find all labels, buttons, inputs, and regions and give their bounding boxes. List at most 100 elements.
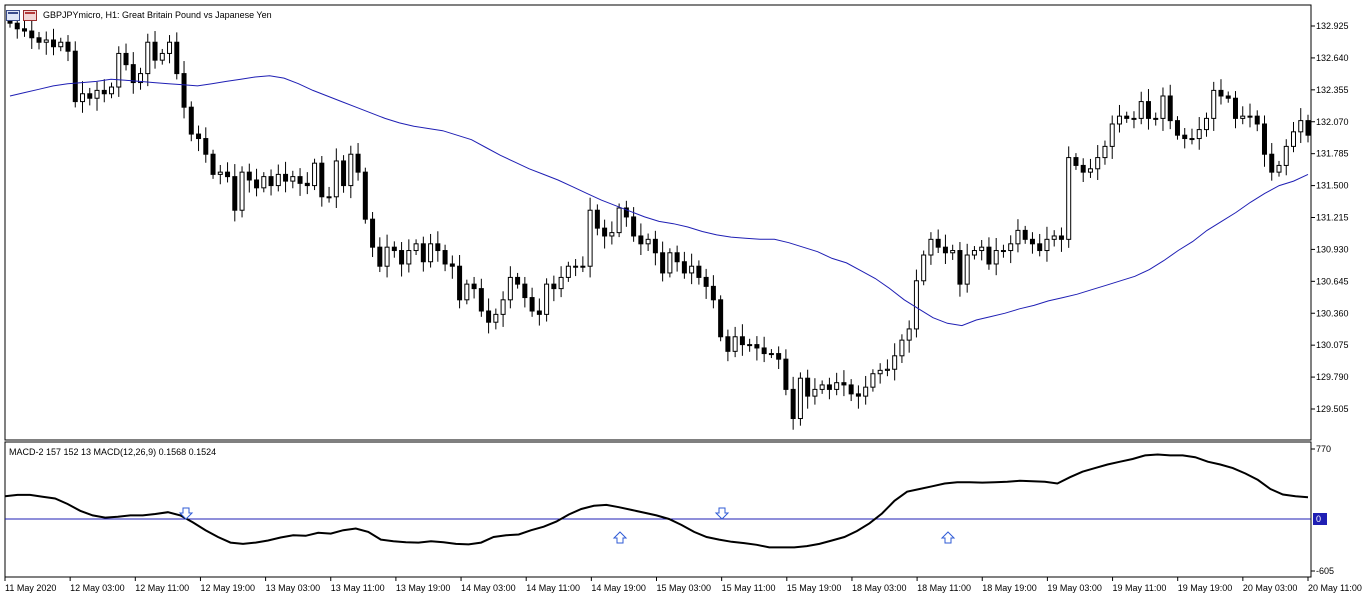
bull-candle <box>159 52 165 61</box>
bull-candle <box>116 52 122 88</box>
chart-title-bar: GBPJPYmicro, H1: Great Britain Pound vs … <box>6 9 272 21</box>
price-axis-label: 130.645 <box>1316 276 1349 286</box>
bear-candle <box>210 153 216 175</box>
bull-candle <box>1138 101 1144 119</box>
bear-candle <box>638 235 644 245</box>
bull-candle <box>1116 115 1122 125</box>
bear-candle <box>631 216 637 237</box>
bear-candle <box>1073 157 1079 166</box>
bull-candle <box>290 176 296 182</box>
time-axis-label: 14 May 11:00 <box>526 583 580 593</box>
bull-candle <box>573 265 579 268</box>
bull-candle <box>834 382 840 390</box>
bear-candle <box>826 384 832 390</box>
bull-candle <box>500 299 506 315</box>
bear-candle <box>1037 243 1043 252</box>
bear-candle <box>203 138 209 155</box>
bear-candle <box>594 209 600 229</box>
bear-candle <box>130 64 136 84</box>
bull-candle <box>1008 243 1014 252</box>
bear-candle <box>1254 115 1260 125</box>
price-axis-label: 132.070 <box>1316 117 1349 127</box>
time-axis-label: 19 May 03:00 <box>1047 583 1102 593</box>
bull-candle <box>1240 115 1246 119</box>
bull-candle <box>587 209 593 267</box>
macd-signal-arrows <box>178 507 956 544</box>
price-axis-label: 129.790 <box>1316 372 1349 382</box>
bear-candle <box>152 41 158 61</box>
bear-candle <box>1058 235 1064 240</box>
time-axis-label: 19 May 19:00 <box>1178 583 1233 593</box>
bear-candle <box>515 276 521 285</box>
time-axis-label: 15 May 03:00 <box>657 583 712 593</box>
time-axis-label: 18 May 19:00 <box>982 583 1037 593</box>
price-axis: 132.925 132.640 132.355 132.070 131.785 131.5… <box>1311 21 1349 414</box>
time-axis-label: 15 May 19:00 <box>787 583 842 593</box>
chart-window-icon[interactable] <box>6 9 20 21</box>
bear-candle <box>36 37 42 43</box>
bear-candle <box>341 160 347 187</box>
price-axis-label: 130.360 <box>1316 308 1349 318</box>
bull-candle <box>616 207 622 234</box>
bear-candle <box>232 176 238 211</box>
bear-candle <box>442 250 448 265</box>
bear-candle <box>14 22 20 30</box>
bull-candle <box>863 386 869 397</box>
price-axis-label: 131.785 <box>1316 149 1349 159</box>
bull-candle <box>275 173 281 187</box>
bear-candle <box>377 246 383 267</box>
time-axis-label: 13 May 19:00 <box>396 583 451 593</box>
bear-candle <box>1080 164 1086 173</box>
bear-candle <box>754 344 760 349</box>
bull-candle <box>1276 164 1282 173</box>
bear-candle <box>761 347 767 355</box>
bull-candle <box>1160 95 1166 119</box>
bear-candle <box>29 30 35 39</box>
price-axis-label: 131.500 <box>1316 181 1349 191</box>
bull-candle <box>261 176 267 189</box>
bear-candle <box>790 388 796 420</box>
bull-candle <box>580 265 586 268</box>
bear-candle <box>1174 120 1180 136</box>
bear-candle <box>674 252 680 263</box>
bull-candle <box>1044 238 1050 252</box>
bull-candle <box>913 280 919 330</box>
bear-candle <box>660 252 666 274</box>
bear-candle <box>1261 123 1267 155</box>
bear-candle <box>696 265 702 278</box>
time-axis-label: 12 May 11:00 <box>135 583 189 593</box>
bull-candle <box>1290 131 1296 147</box>
bear-candle <box>1182 134 1188 140</box>
bull-candle <box>812 388 818 397</box>
bear-candle <box>703 276 709 287</box>
bear-candle <box>710 285 716 301</box>
bull-candle <box>1196 129 1202 140</box>
symbol-flag-icon[interactable] <box>23 9 37 21</box>
price-axis-label: 131.215 <box>1316 213 1349 223</box>
bear-candle <box>522 283 528 299</box>
bull-candle <box>565 265 571 278</box>
moving-average-line <box>9 75 1309 327</box>
zero-level-badge-label: 0 <box>1316 514 1321 524</box>
macd-axis: 770 -605 <box>1311 444 1334 576</box>
bear-candle <box>1167 95 1173 122</box>
bear-candle <box>297 176 303 184</box>
bear-candle <box>246 171 252 181</box>
bull-candle <box>493 313 499 323</box>
macd-panel-frame <box>4 441 1312 578</box>
bull-candle <box>558 276 564 290</box>
bull-candle <box>94 89 100 99</box>
bull-candle <box>1189 138 1195 141</box>
macd-line <box>4 453 1309 549</box>
zero-level-badge <box>1313 513 1327 525</box>
bull-candle <box>1131 117 1137 120</box>
price-axis-label: 132.640 <box>1316 53 1349 63</box>
bull-candle <box>109 86 115 95</box>
bear-candle <box>457 265 463 301</box>
time-axis-label: 14 May 19:00 <box>591 583 646 593</box>
bear-candle <box>1305 120 1311 136</box>
bull-candle <box>877 369 883 375</box>
bull-candle <box>797 377 803 420</box>
bull-candle <box>138 73 144 84</box>
